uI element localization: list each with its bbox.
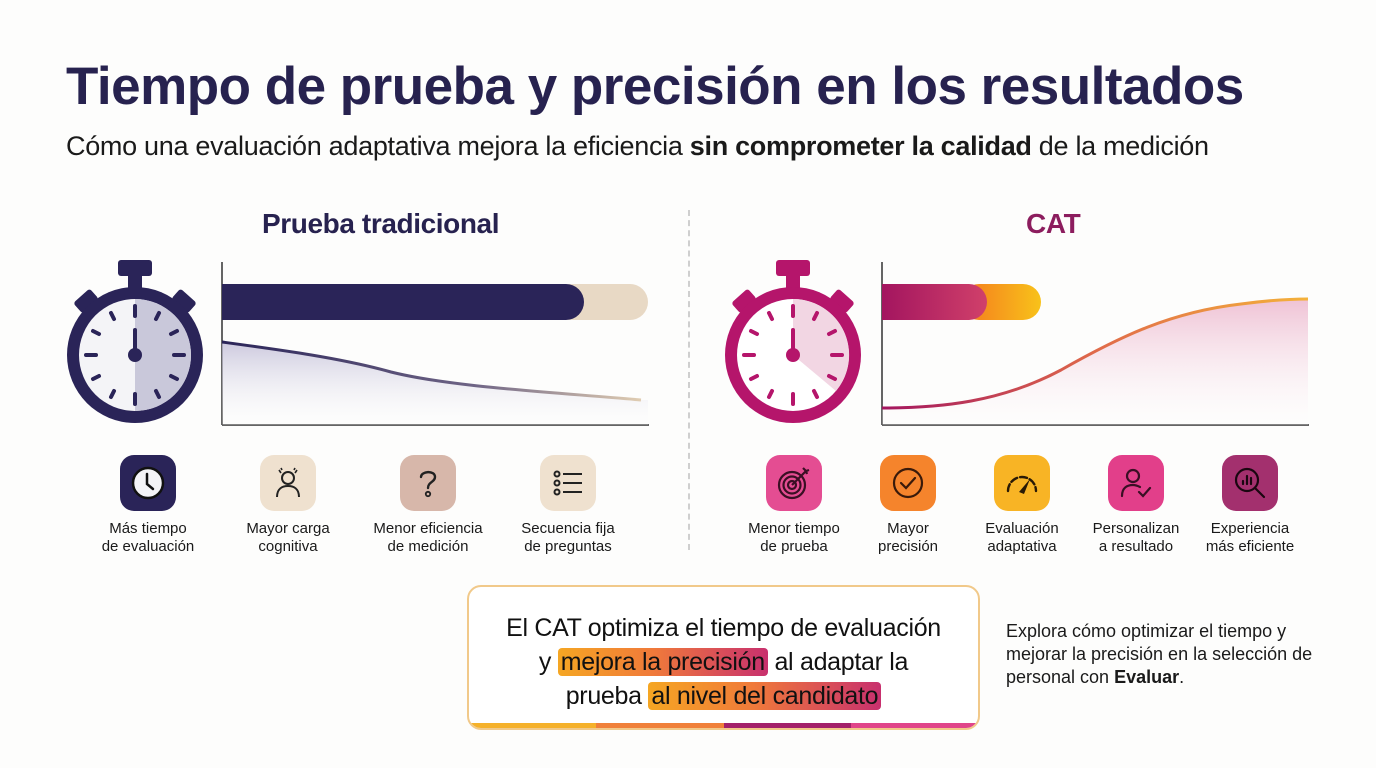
cat-features: Menor tiempo de prueba Mayor precisión E… [737,455,1307,556]
subtitle-text: Cómo una evaluación adaptativa mejora la… [66,131,690,161]
clock-icon [120,455,176,511]
feature-less-time: Menor tiempo de prueba [737,455,851,556]
cat-title: CAT [1026,208,1081,239]
feature-label: Más tiempo de evaluación [101,520,195,555]
traditional-time-precision-chart [221,262,649,426]
target-icon [766,455,822,511]
speedometer-icon [994,455,1050,511]
page-title: Tiempo de prueba y precisión en los resu… [66,57,1244,116]
check-circle-icon [880,455,936,511]
stopwatch-icon [67,260,203,423]
feature-more-time: Más tiempo de evaluación [78,455,218,556]
stopwatch-icon [725,260,861,423]
feature-efficient-experience: Experiencia más eficiente [1193,455,1307,556]
feature-more-precision: Mayor precisión [851,455,965,556]
feature-label: Menor eficiencia de medición [373,520,483,555]
highlight-precision: mejora la precisión [557,648,768,676]
list-icon [540,455,596,511]
subtitle-emphasis: sin comprometer la calidad [689,131,1032,161]
feature-personalized: Personalizan a resultado [1079,455,1193,556]
traditional-test-title: Prueba tradicional [262,208,500,239]
cognitive-load-person-icon [260,455,316,511]
feature-label: Menor tiempo de prueba [748,520,840,555]
side-note: Explora cómo optimizar el tiempo y mejor… [1006,620,1326,689]
feature-label: Experiencia más eficiente [1205,520,1295,555]
callout-text-part: prueba [565,682,649,710]
feature-label: Mayor carga cognitiva [246,520,330,555]
highlight-candidate-level: al nivel del candidato [648,682,882,710]
side-note-end: . [1179,667,1185,687]
callout-text-part: y [538,648,558,676]
feature-label: Evaluación adaptativa [985,520,1059,555]
key-message-callout: El CAT optimiza el tiempo de evaluación … [467,585,980,730]
question-mark-icon [400,455,456,511]
callout-line-2: y mejora la precisión al adaptar la [469,645,978,679]
search-chart-icon [1222,455,1278,511]
user-check-icon [1108,455,1164,511]
brand-name: Evaluar [1114,667,1180,687]
feature-label: Mayor precisión [877,520,939,555]
feature-fixed-sequence: Secuencia fija de preguntas [498,455,638,556]
feature-lower-efficiency: Menor eficiencia de medición [358,455,498,556]
feature-adaptive: Evaluación adaptativa [965,455,1079,556]
side-note-text: Explora cómo optimizar el tiempo y mejor… [1006,621,1313,687]
cat-time-precision-chart [881,262,1309,426]
callout-text-part: al adaptar la [767,648,909,676]
section-divider [688,210,690,550]
callout-line-3: prueba al nivel del candidato [469,679,978,713]
traditional-features: Más tiempo de evaluación Mayor carga cog… [78,455,638,556]
callout-gradient-border [469,723,978,728]
subtitle-text-end: de la medición [1031,131,1209,161]
callout-line-1: El CAT optimiza el tiempo de evaluación [506,614,941,642]
feature-cognitive-load: Mayor carga cognitiva [218,455,358,556]
page-subtitle: Cómo una evaluación adaptativa mejora la… [66,131,1209,162]
feature-label: Secuencia fija de preguntas [521,520,615,555]
feature-label: Personalizan a resultado [1092,520,1180,555]
callout-text: El CAT optimiza el tiempo de evaluación … [469,611,978,713]
